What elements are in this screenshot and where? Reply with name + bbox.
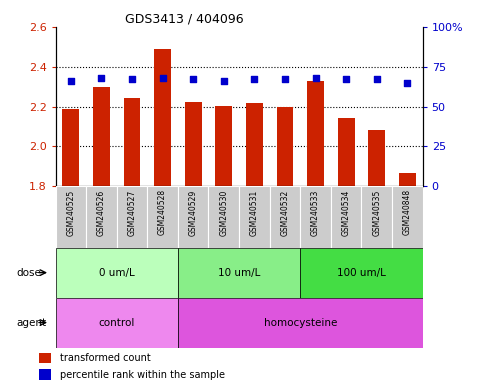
- Bar: [39, 369, 51, 380]
- Point: [220, 78, 227, 84]
- Bar: [117, 186, 147, 248]
- Bar: [209, 186, 239, 248]
- Bar: [277, 107, 293, 186]
- Point: [189, 76, 197, 83]
- Title: GDS3413 / 404096: GDS3413 / 404096: [125, 13, 243, 26]
- Text: GSM240528: GSM240528: [158, 189, 167, 235]
- Text: dose: dose: [16, 268, 42, 278]
- Bar: [361, 186, 392, 248]
- Text: GSM240534: GSM240534: [341, 189, 351, 236]
- Bar: [185, 102, 201, 186]
- Text: control: control: [99, 318, 135, 328]
- Point: [342, 76, 350, 83]
- Point: [281, 76, 289, 83]
- Bar: [338, 118, 355, 186]
- Text: 10 um/L: 10 um/L: [218, 268, 260, 278]
- Text: transformed count: transformed count: [60, 353, 151, 363]
- Point: [312, 75, 319, 81]
- Text: 0 um/L: 0 um/L: [99, 268, 135, 278]
- Bar: [178, 186, 209, 248]
- Point: [251, 76, 258, 83]
- Bar: [56, 248, 178, 298]
- Text: GSM240526: GSM240526: [97, 189, 106, 235]
- Bar: [300, 248, 423, 298]
- Point: [98, 75, 105, 81]
- Bar: [62, 109, 79, 186]
- Bar: [124, 98, 141, 186]
- Text: GSM240533: GSM240533: [311, 189, 320, 236]
- Bar: [307, 81, 324, 186]
- Text: percentile rank within the sample: percentile rank within the sample: [60, 369, 226, 379]
- Text: GSM240525: GSM240525: [66, 189, 75, 235]
- Bar: [270, 186, 300, 248]
- Bar: [154, 49, 171, 186]
- Text: GSM240527: GSM240527: [128, 189, 137, 235]
- Text: GSM240531: GSM240531: [250, 189, 259, 235]
- Bar: [215, 106, 232, 186]
- Bar: [56, 298, 178, 348]
- Bar: [178, 298, 423, 348]
- Text: GSM240529: GSM240529: [189, 189, 198, 235]
- Bar: [239, 186, 270, 248]
- Point: [67, 78, 75, 84]
- Text: GSM240530: GSM240530: [219, 189, 228, 236]
- Bar: [331, 186, 361, 248]
- Text: GSM240535: GSM240535: [372, 189, 381, 236]
- Bar: [93, 87, 110, 186]
- Bar: [300, 186, 331, 248]
- Point: [128, 76, 136, 83]
- Bar: [246, 103, 263, 186]
- Text: 100 um/L: 100 um/L: [337, 268, 386, 278]
- Text: homocysteine: homocysteine: [264, 318, 337, 328]
- Bar: [392, 186, 423, 248]
- Text: agent: agent: [16, 318, 47, 328]
- Point: [373, 76, 381, 83]
- Bar: [39, 353, 51, 363]
- Point: [403, 79, 411, 86]
- Point: [159, 75, 167, 81]
- Bar: [399, 173, 416, 186]
- Text: GSM240532: GSM240532: [281, 189, 289, 235]
- Bar: [147, 186, 178, 248]
- Bar: [86, 186, 117, 248]
- Bar: [56, 186, 86, 248]
- Bar: [178, 248, 300, 298]
- Bar: [369, 131, 385, 186]
- Text: GSM240848: GSM240848: [403, 189, 412, 235]
